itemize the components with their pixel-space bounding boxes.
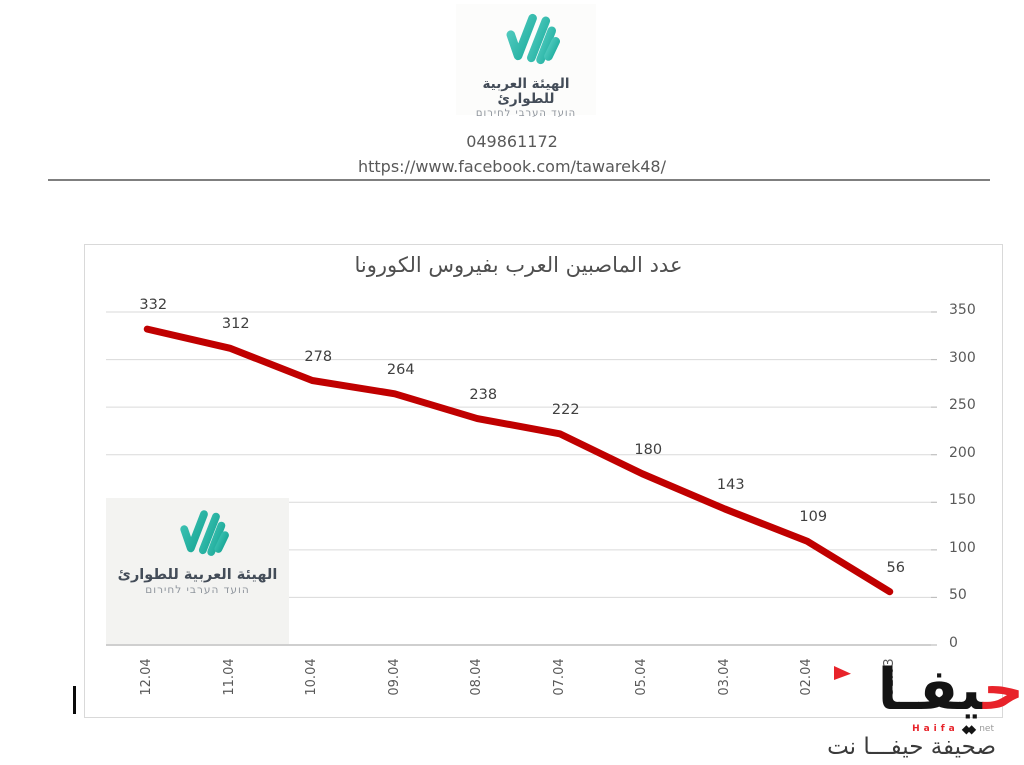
haifa-net-watermark: حيفـا Haifa ◆◆ net صحيفة حيفـــا نت — [826, 654, 1024, 764]
haifa-latin-label: Haifa — [912, 724, 959, 734]
pennant-icon — [834, 666, 851, 680]
series-line — [143, 325, 894, 596]
org-name-hebrew: הועד הערבי לחירום — [475, 107, 577, 119]
data-label: 143 — [716, 476, 745, 493]
checkmark-slashes-icon — [179, 510, 229, 556]
x-axis-label: 07.04 — [551, 658, 567, 696]
y-axis-label: 150 — [949, 492, 976, 509]
x-axis-label: 12.04 — [139, 658, 155, 696]
x-axis-label: 08.04 — [469, 658, 485, 696]
data-label: 278 — [304, 348, 333, 365]
x-axis-label: 09.04 — [386, 658, 402, 696]
data-label: 56 — [886, 559, 905, 576]
x-axis-label: 03.04 — [716, 658, 732, 696]
y-axis-label: 0 — [949, 635, 958, 651]
data-label: 264 — [386, 361, 415, 378]
data-label: 312 — [221, 316, 250, 333]
haifa-brand-row: Haifa ◆◆ net — [912, 722, 994, 736]
data-label: 222 — [551, 401, 580, 418]
header-divider — [48, 179, 990, 181]
y-axis-label: 350 — [949, 302, 976, 318]
newspaper-caption: صحيفة حيفـــا نت — [827, 734, 996, 760]
bowtie-icon: ◆◆ — [961, 722, 977, 736]
y-axis-label: 200 — [949, 444, 976, 461]
data-label: 180 — [634, 441, 663, 458]
data-label: 109 — [799, 509, 828, 526]
x-axis-label: 02.04 — [799, 658, 815, 696]
org-logo: الهيئة العربية للطوارئ הועד הערבי לחירום — [456, 4, 596, 119]
x-axis-label: 11.04 — [221, 658, 237, 696]
data-label: 238 — [469, 386, 498, 403]
checkmark-slashes-icon — [506, 13, 560, 65]
haifa-letter-ha: ح — [982, 657, 1024, 723]
corona-line-chart: عدد الماصبين العرب بفيروس الكورونا 350 30… — [84, 244, 1003, 718]
left-edge-mark — [73, 686, 76, 714]
phone-number: 049861172 — [466, 132, 558, 151]
x-axis-label: 05.04 — [634, 658, 650, 696]
org-name-arabic: الهيئة العربية للطوارئ — [117, 567, 278, 583]
y-axis-label: 250 — [949, 397, 976, 414]
org-name-arabic: الهيئة العربية للطوارئ — [482, 76, 570, 107]
net-label: net — [979, 724, 994, 734]
haifa-wordmark: حيفـا — [878, 662, 1024, 719]
facebook-link[interactable]: https://www.facebook.com/tawarek48/ — [357, 157, 666, 176]
y-axis-label: 50 — [949, 587, 967, 604]
chart-logo: الهيئة العربية للطوارئ הועד הערבי לחירום — [106, 498, 289, 644]
y-axis-label: 100 — [949, 539, 976, 556]
org-name-hebrew: הועד הערבי לחירום — [145, 583, 250, 596]
y-axis-label: 300 — [949, 349, 976, 366]
x-axis-label: 10.04 — [304, 658, 320, 696]
chart-title: عدد الماصبين العرب بفيروس الكورونا — [354, 253, 683, 277]
haifa-letters-rest: يفـا — [877, 657, 983, 723]
data-label: 332 — [139, 297, 168, 314]
